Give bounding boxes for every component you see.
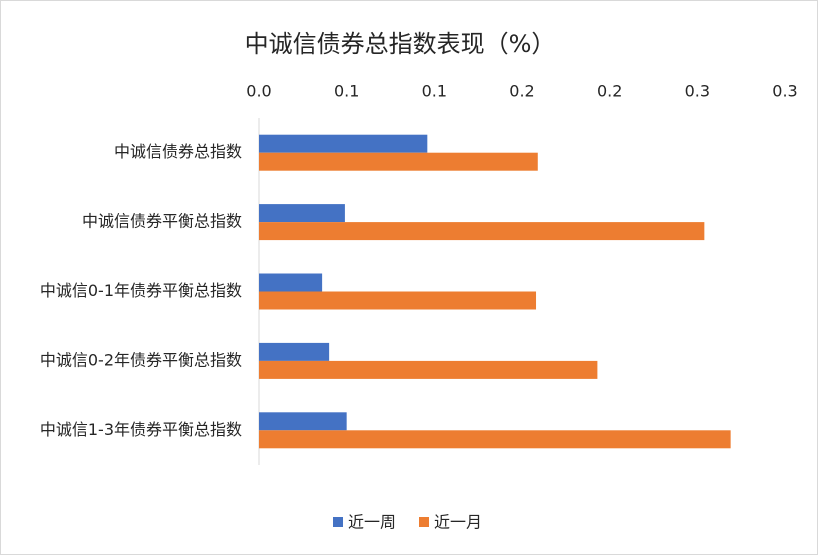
x-tick-label: 0.3	[772, 82, 797, 101]
legend-swatch	[419, 517, 429, 527]
x-tick-label: 0.2	[597, 82, 622, 101]
y-tick-label: 中诚信0-2年债券平衡总指数	[40, 350, 242, 369]
y-tick-label: 中诚信债券平衡总指数	[82, 212, 242, 231]
bar	[259, 291, 537, 310]
x-tick-label: 0.2	[509, 82, 534, 101]
bar	[259, 412, 347, 431]
bar	[259, 342, 330, 361]
chart-title: 中诚信债券总指数表现（%）	[245, 30, 556, 58]
bar	[259, 360, 598, 379]
legend-swatch	[333, 517, 343, 527]
legend-label: 近一周	[348, 513, 396, 532]
bar	[259, 430, 731, 449]
x-tick-label: 0.1	[334, 82, 359, 101]
bar	[259, 204, 345, 223]
bar	[259, 222, 705, 241]
x-tick-label: 0.3	[685, 82, 710, 101]
bar	[259, 134, 428, 153]
y-tick-label: 中诚信0-1年债券平衡总指数	[40, 281, 242, 300]
bar	[259, 152, 538, 171]
x-tick-label: 0.1	[422, 82, 447, 101]
y-tick-label: 中诚信债券总指数	[114, 142, 242, 161]
y-tick-label: 中诚信1-3年债券平衡总指数	[40, 420, 242, 439]
x-tick-label: 0.0	[246, 82, 271, 101]
legend-label: 近一月	[434, 513, 482, 532]
bar	[259, 273, 323, 292]
